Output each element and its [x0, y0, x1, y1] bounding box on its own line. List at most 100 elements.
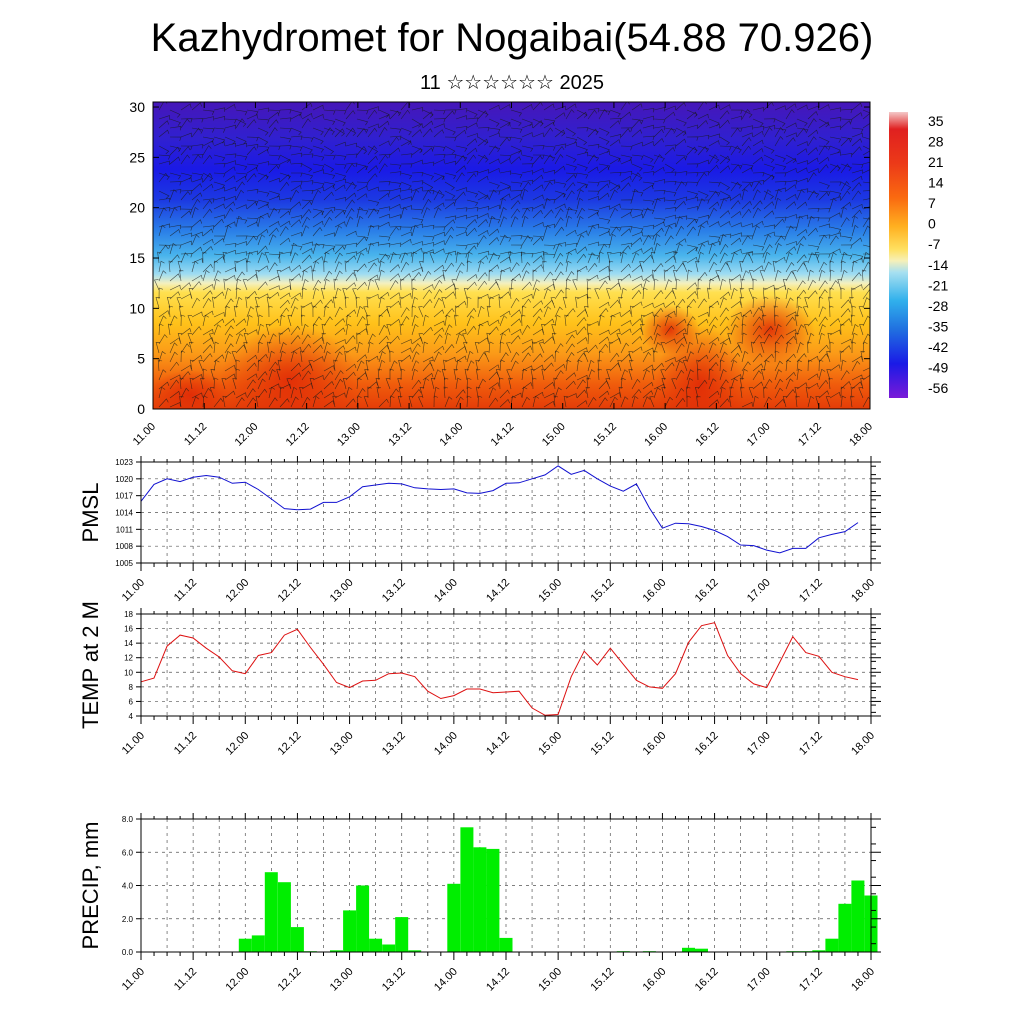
- wind-barb: [675, 343, 685, 354]
- wind-barb: [189, 359, 195, 372]
- wind-barb: [312, 243, 320, 255]
- wind-barb: [433, 288, 443, 300]
- wind-barb: [422, 251, 428, 264]
- wind-barb: [224, 249, 236, 255]
- wind-barb: [323, 270, 333, 282]
- wind-barb: [169, 156, 181, 165]
- wind-barb: [279, 307, 289, 318]
- wind-barb: [796, 368, 803, 381]
- wind-barb: [287, 315, 292, 327]
- wind-barb: [752, 220, 764, 228]
- wind-barb: [763, 359, 770, 372]
- wind-barb: [686, 217, 699, 224]
- wind-barb: [785, 359, 792, 372]
- wind-barb: [400, 238, 412, 246]
- wind-barb: [312, 336, 324, 345]
- wind-barb: [664, 325, 674, 336]
- wind-barb: [796, 254, 807, 264]
- wind-barb: [796, 235, 807, 246]
- wind-barb: [686, 146, 697, 156]
- wind-barb: [807, 168, 819, 174]
- wind-barb: [807, 136, 817, 147]
- wind-barb: [719, 316, 729, 327]
- wind-barb: [576, 207, 586, 219]
- wind-barb: [631, 252, 640, 264]
- wind-barb: [433, 248, 445, 255]
- wind-barb: [499, 154, 512, 160]
- wind-barb: [268, 333, 277, 345]
- wind-barb: [675, 243, 683, 255]
- x-tick-label: 12.00: [223, 730, 251, 758]
- wind-barb: [598, 192, 610, 201]
- wind-barb: [301, 396, 311, 408]
- wind-barb: [323, 316, 333, 327]
- wind-barb: [609, 226, 619, 237]
- wind-barb: [840, 108, 853, 114]
- wind-barb: [224, 333, 233, 345]
- wind-barb: [290, 396, 299, 408]
- wind-barb: [499, 398, 510, 408]
- page-title: Kazhydromet for Nogaibai(54.88 70.926): [150, 16, 874, 60]
- wind-barb: [818, 269, 826, 282]
- wind-barb: [455, 129, 467, 138]
- wind-barb: [851, 381, 863, 390]
- wind-barb: [411, 278, 416, 291]
- wind-barb: [342, 377, 348, 390]
- x-tick-label: 16.00: [641, 730, 669, 758]
- wind-barb: [323, 305, 330, 318]
- wind-barb: [728, 395, 734, 408]
- wind-barb: [466, 133, 478, 138]
- wind-barb: [466, 147, 478, 156]
- wind-barb: [752, 172, 765, 177]
- wind-barb: [334, 154, 347, 161]
- wind-barb: [763, 125, 776, 130]
- wind-barb: [488, 181, 500, 189]
- precip-bar: [473, 847, 487, 952]
- wind-barb: [664, 300, 676, 309]
- wind-barb: [840, 260, 846, 273]
- pmsl-ylabel: PMSL: [78, 483, 103, 543]
- wind-barb: [543, 197, 551, 210]
- wind-barb: [741, 125, 754, 130]
- wind-barb: [807, 129, 819, 138]
- wind-barb: [411, 351, 420, 363]
- wind-barb: [521, 145, 534, 153]
- x-tick-label: 15.00: [536, 577, 564, 605]
- wind-barb: [334, 210, 346, 219]
- wind-barb: [466, 274, 478, 282]
- wind-barb: [499, 310, 511, 318]
- wind-barb: [444, 160, 456, 166]
- wind-barb: [740, 278, 745, 291]
- wind-barb: [378, 296, 385, 309]
- precip-bar: [395, 917, 409, 952]
- wind-barb: [774, 235, 787, 241]
- wind-barb: [279, 314, 286, 327]
- wind-barb: [488, 132, 500, 138]
- wind-barb: [224, 390, 236, 399]
- wind-barb: [587, 195, 599, 201]
- wind-barb: [444, 154, 457, 159]
- x-tick-label: 15.00: [536, 730, 564, 758]
- wind-barb: [235, 215, 243, 228]
- wind-barb: [323, 184, 335, 192]
- wind-barb: [268, 383, 280, 390]
- wind-barb: [763, 284, 775, 291]
- wind-barb: [323, 370, 334, 381]
- wind-barb: [158, 260, 165, 273]
- wind-barb: [587, 369, 595, 381]
- wind-barb: [697, 278, 703, 291]
- wind-barb: [840, 181, 852, 191]
- wind-barb: [279, 136, 292, 143]
- wind-barb: [301, 279, 309, 291]
- wind-barb: [642, 279, 650, 291]
- wind-barb: [169, 207, 178, 219]
- wind-barb: [268, 369, 276, 381]
- wind-barb: [807, 359, 813, 372]
- wind-barb: [829, 391, 841, 399]
- wind-barb: [697, 145, 710, 153]
- wind-barb: [741, 145, 752, 156]
- wind-barb: [752, 334, 762, 345]
- wind-barb: [202, 284, 214, 291]
- wind-barb: [532, 120, 543, 129]
